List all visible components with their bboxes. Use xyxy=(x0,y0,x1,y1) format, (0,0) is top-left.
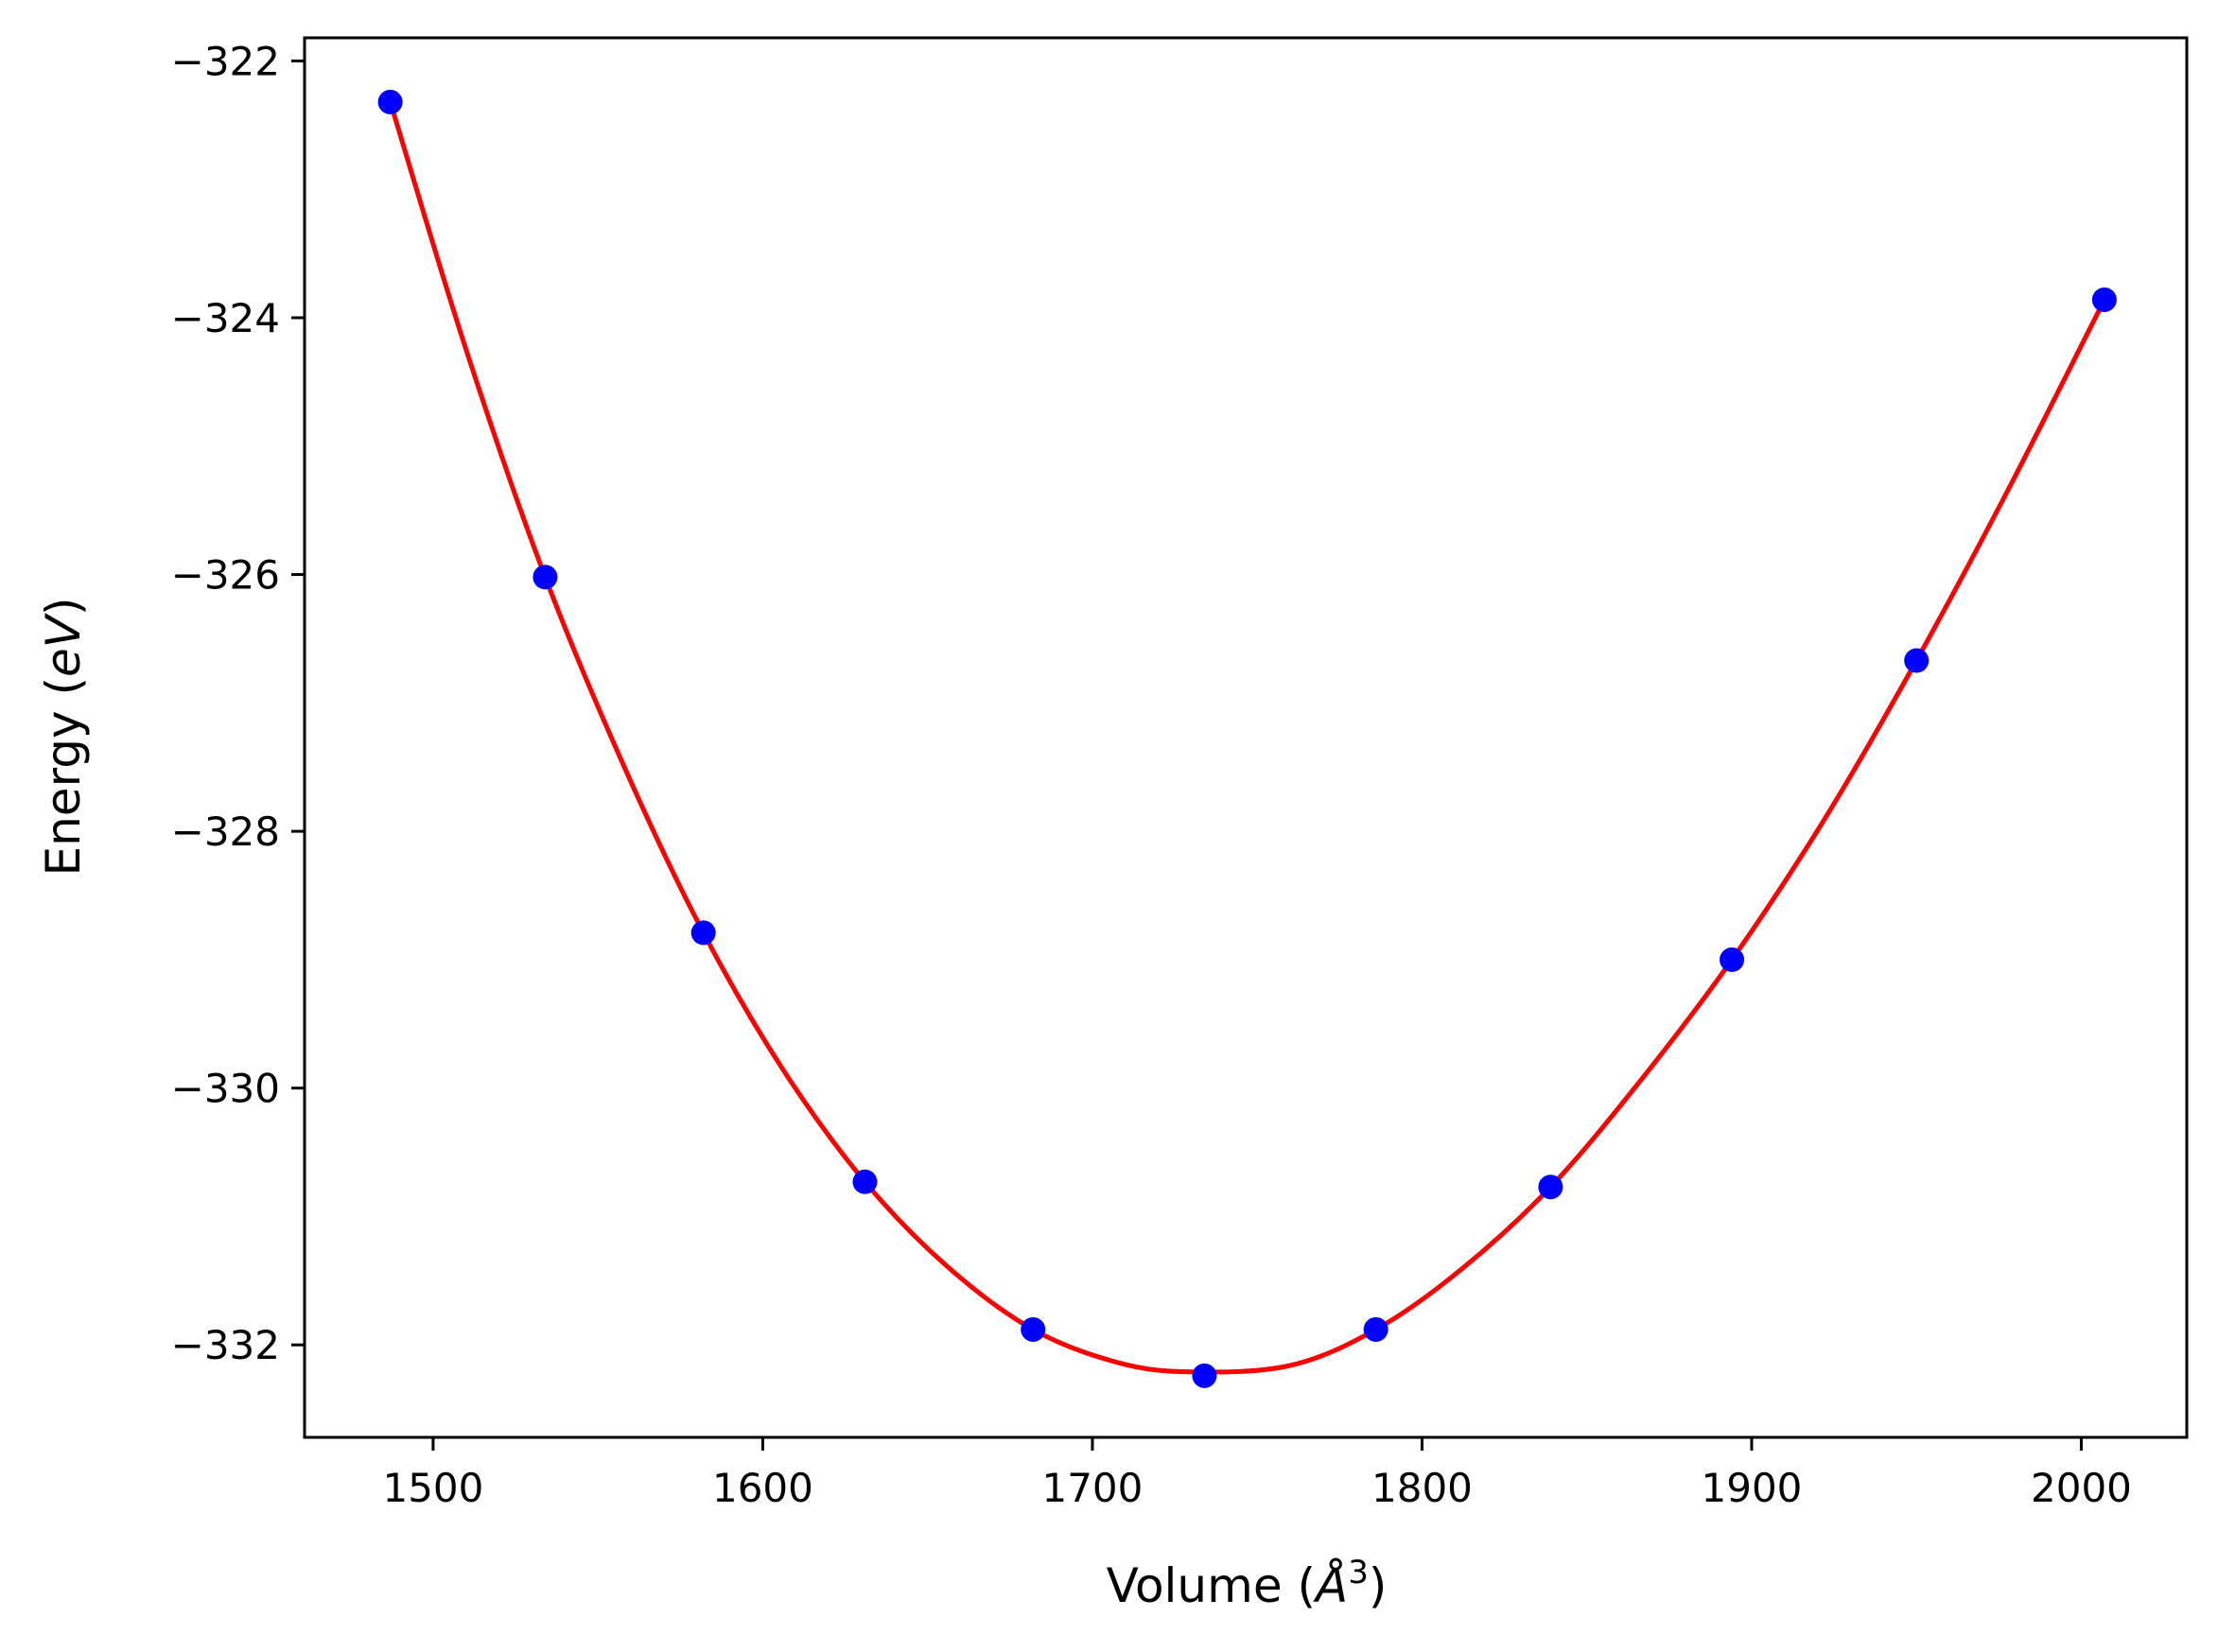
plot-frame xyxy=(303,36,2189,1439)
x-axis-ticks: 1500 1600 1700 1800 1900 2000 xyxy=(382,1437,2132,1511)
fit-curve-layer xyxy=(388,99,2107,1375)
data-point xyxy=(1363,1316,1388,1342)
x-axis-label-power: 3 xyxy=(1348,1554,1369,1591)
y-axis-ticks: −322 −324 −326 −328 −330 −332 xyxy=(171,38,305,1368)
x-axis-label-symbol: Å xyxy=(1313,1558,1348,1613)
x-tick-label: 1800 xyxy=(1371,1465,1473,1511)
y-axis-label-unit: eV xyxy=(36,612,91,677)
data-point xyxy=(1904,648,1930,673)
x-tick-label: 1600 xyxy=(712,1465,813,1511)
x-tick-label: 1900 xyxy=(1702,1465,1803,1511)
x-tick-label: 1700 xyxy=(1041,1465,1143,1511)
x-tick-label: 1500 xyxy=(382,1465,483,1511)
y-tick-label: −330 xyxy=(171,1066,280,1112)
y-tick-label: −322 xyxy=(171,38,280,84)
x-axis-label: Volume (Å3) xyxy=(1107,1554,1388,1613)
y-tick-label: −328 xyxy=(171,809,280,855)
x-axis-label-text: Volume ( xyxy=(1107,1558,1316,1613)
y-axis-label: Energy (eV) xyxy=(36,598,91,877)
data-point xyxy=(690,920,716,946)
y-tick-label: −326 xyxy=(171,552,280,599)
y-axis-label-text: Energy ( xyxy=(36,677,91,876)
data-points-layer xyxy=(377,89,2117,1388)
data-point xyxy=(852,1169,878,1194)
data-point xyxy=(377,89,403,114)
x-axis-label-close: ) xyxy=(1369,1558,1388,1613)
x-tick-label: 2000 xyxy=(2031,1465,2132,1511)
y-tick-label: −324 xyxy=(171,295,280,341)
data-point xyxy=(1538,1174,1563,1200)
data-point xyxy=(533,565,558,590)
data-point xyxy=(1021,1316,1046,1342)
y-tick-label: −332 xyxy=(171,1322,280,1368)
y-axis-label-close: ) xyxy=(36,598,91,617)
fit-curve xyxy=(388,99,2107,1375)
data-point xyxy=(1720,947,1745,972)
data-point xyxy=(2091,287,2117,312)
data-point xyxy=(1192,1363,1217,1388)
